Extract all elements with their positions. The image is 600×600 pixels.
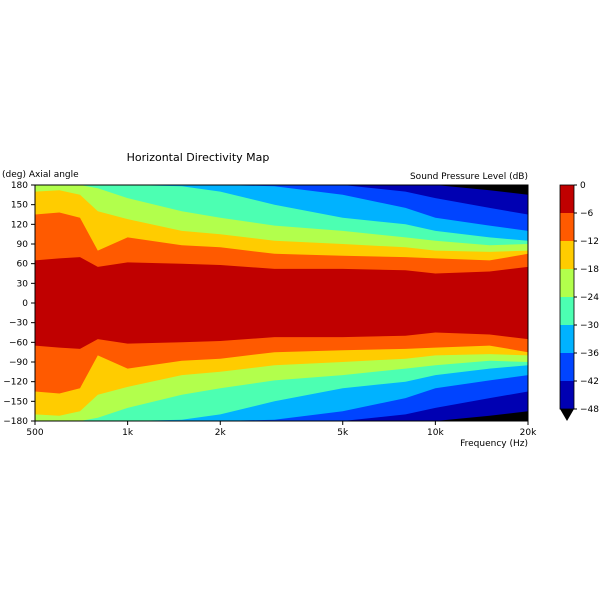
y-tick-label-0: 0 xyxy=(22,299,28,309)
chart-title: Horizontal Directivity Map xyxy=(127,151,270,164)
colorbar-extension xyxy=(560,409,574,421)
y-tick-label-30: 30 xyxy=(17,279,29,289)
contour-plot-area xyxy=(34,184,529,422)
y-axis-ticks: 180 150 120 90 60 30 0 −30 −60 −90 −120 −150 −180 xyxy=(3,181,35,427)
y-tick-label--90: −90 xyxy=(9,358,28,368)
x-tick-label-1k: 1k xyxy=(122,428,134,438)
y-tick-label-150: 150 xyxy=(11,201,28,211)
x-tick-label-2k: 2k xyxy=(215,428,227,438)
y-tick-label-180: 180 xyxy=(11,181,28,191)
colorbar-tick-label-6: −6 xyxy=(580,209,594,219)
y-tick-label-90: 90 xyxy=(17,240,29,250)
colorbar-tick-label-24: −24 xyxy=(580,293,599,303)
colorbar-tick-label-48: −48 xyxy=(580,405,599,415)
y-tick-label--120: −120 xyxy=(3,378,28,388)
y-tick-label--60: −60 xyxy=(9,338,28,348)
colorbar-segment-30db xyxy=(560,297,574,325)
colorbar-segment-36db xyxy=(560,325,574,353)
colorbar-tick-label-42: −42 xyxy=(580,377,599,387)
colorbar-label: Sound Pressure Level (dB) xyxy=(410,172,528,182)
colorbar-segment-42db xyxy=(560,353,574,381)
x-tick-label-20k: 20k xyxy=(520,428,537,438)
y-tick-label--30: −30 xyxy=(9,319,28,329)
colorbar-tick-label-36: −36 xyxy=(580,349,599,359)
colorbar-segment-6db xyxy=(560,185,574,213)
y-axis-label: (deg) Axial angle xyxy=(2,170,79,180)
x-tick-label-10k: 10k xyxy=(427,428,444,438)
x-tick-label-500: 500 xyxy=(26,428,43,438)
colorbar-segment-12db xyxy=(560,213,574,241)
colorbar-tick-label-12: −12 xyxy=(580,237,599,247)
contour-band-6db xyxy=(35,257,528,349)
colorbar-segment-24db xyxy=(560,269,574,297)
y-tick-label--150: −150 xyxy=(3,397,28,407)
y-tick-label-60: 60 xyxy=(17,260,29,270)
colorbar-tick-label-30: −30 xyxy=(580,321,599,331)
colorbar: 0 −6 −12 −18 −24 −30 −36 −42 −48 xyxy=(559,181,599,421)
y-tick-label--180: −180 xyxy=(3,417,28,427)
colorbar-tick-label-18: −18 xyxy=(580,265,599,275)
x-axis-label: Frequency (Hz) xyxy=(460,439,528,449)
colorbar-tick-label-0: 0 xyxy=(580,181,586,191)
colorbar-segment-18db xyxy=(560,241,574,269)
y-tick-label-120: 120 xyxy=(11,220,28,230)
x-tick-label-5k: 5k xyxy=(337,428,349,438)
colorbar-segment-48db xyxy=(560,381,574,409)
x-axis-ticks: 500 1k 2k 5k 10k 20k xyxy=(26,421,537,438)
